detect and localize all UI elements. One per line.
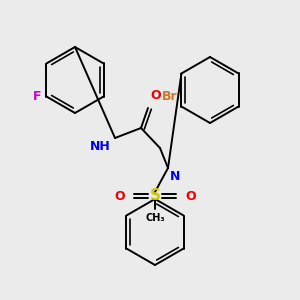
Text: CH₃: CH₃: [145, 213, 165, 223]
Text: O: O: [185, 190, 196, 202]
Text: O: O: [114, 190, 125, 202]
Text: F: F: [33, 90, 41, 103]
Text: NH: NH: [90, 140, 111, 153]
Text: Br: Br: [162, 89, 177, 103]
Text: O: O: [150, 89, 160, 102]
Text: N: N: [170, 170, 180, 183]
Text: S: S: [149, 188, 161, 203]
